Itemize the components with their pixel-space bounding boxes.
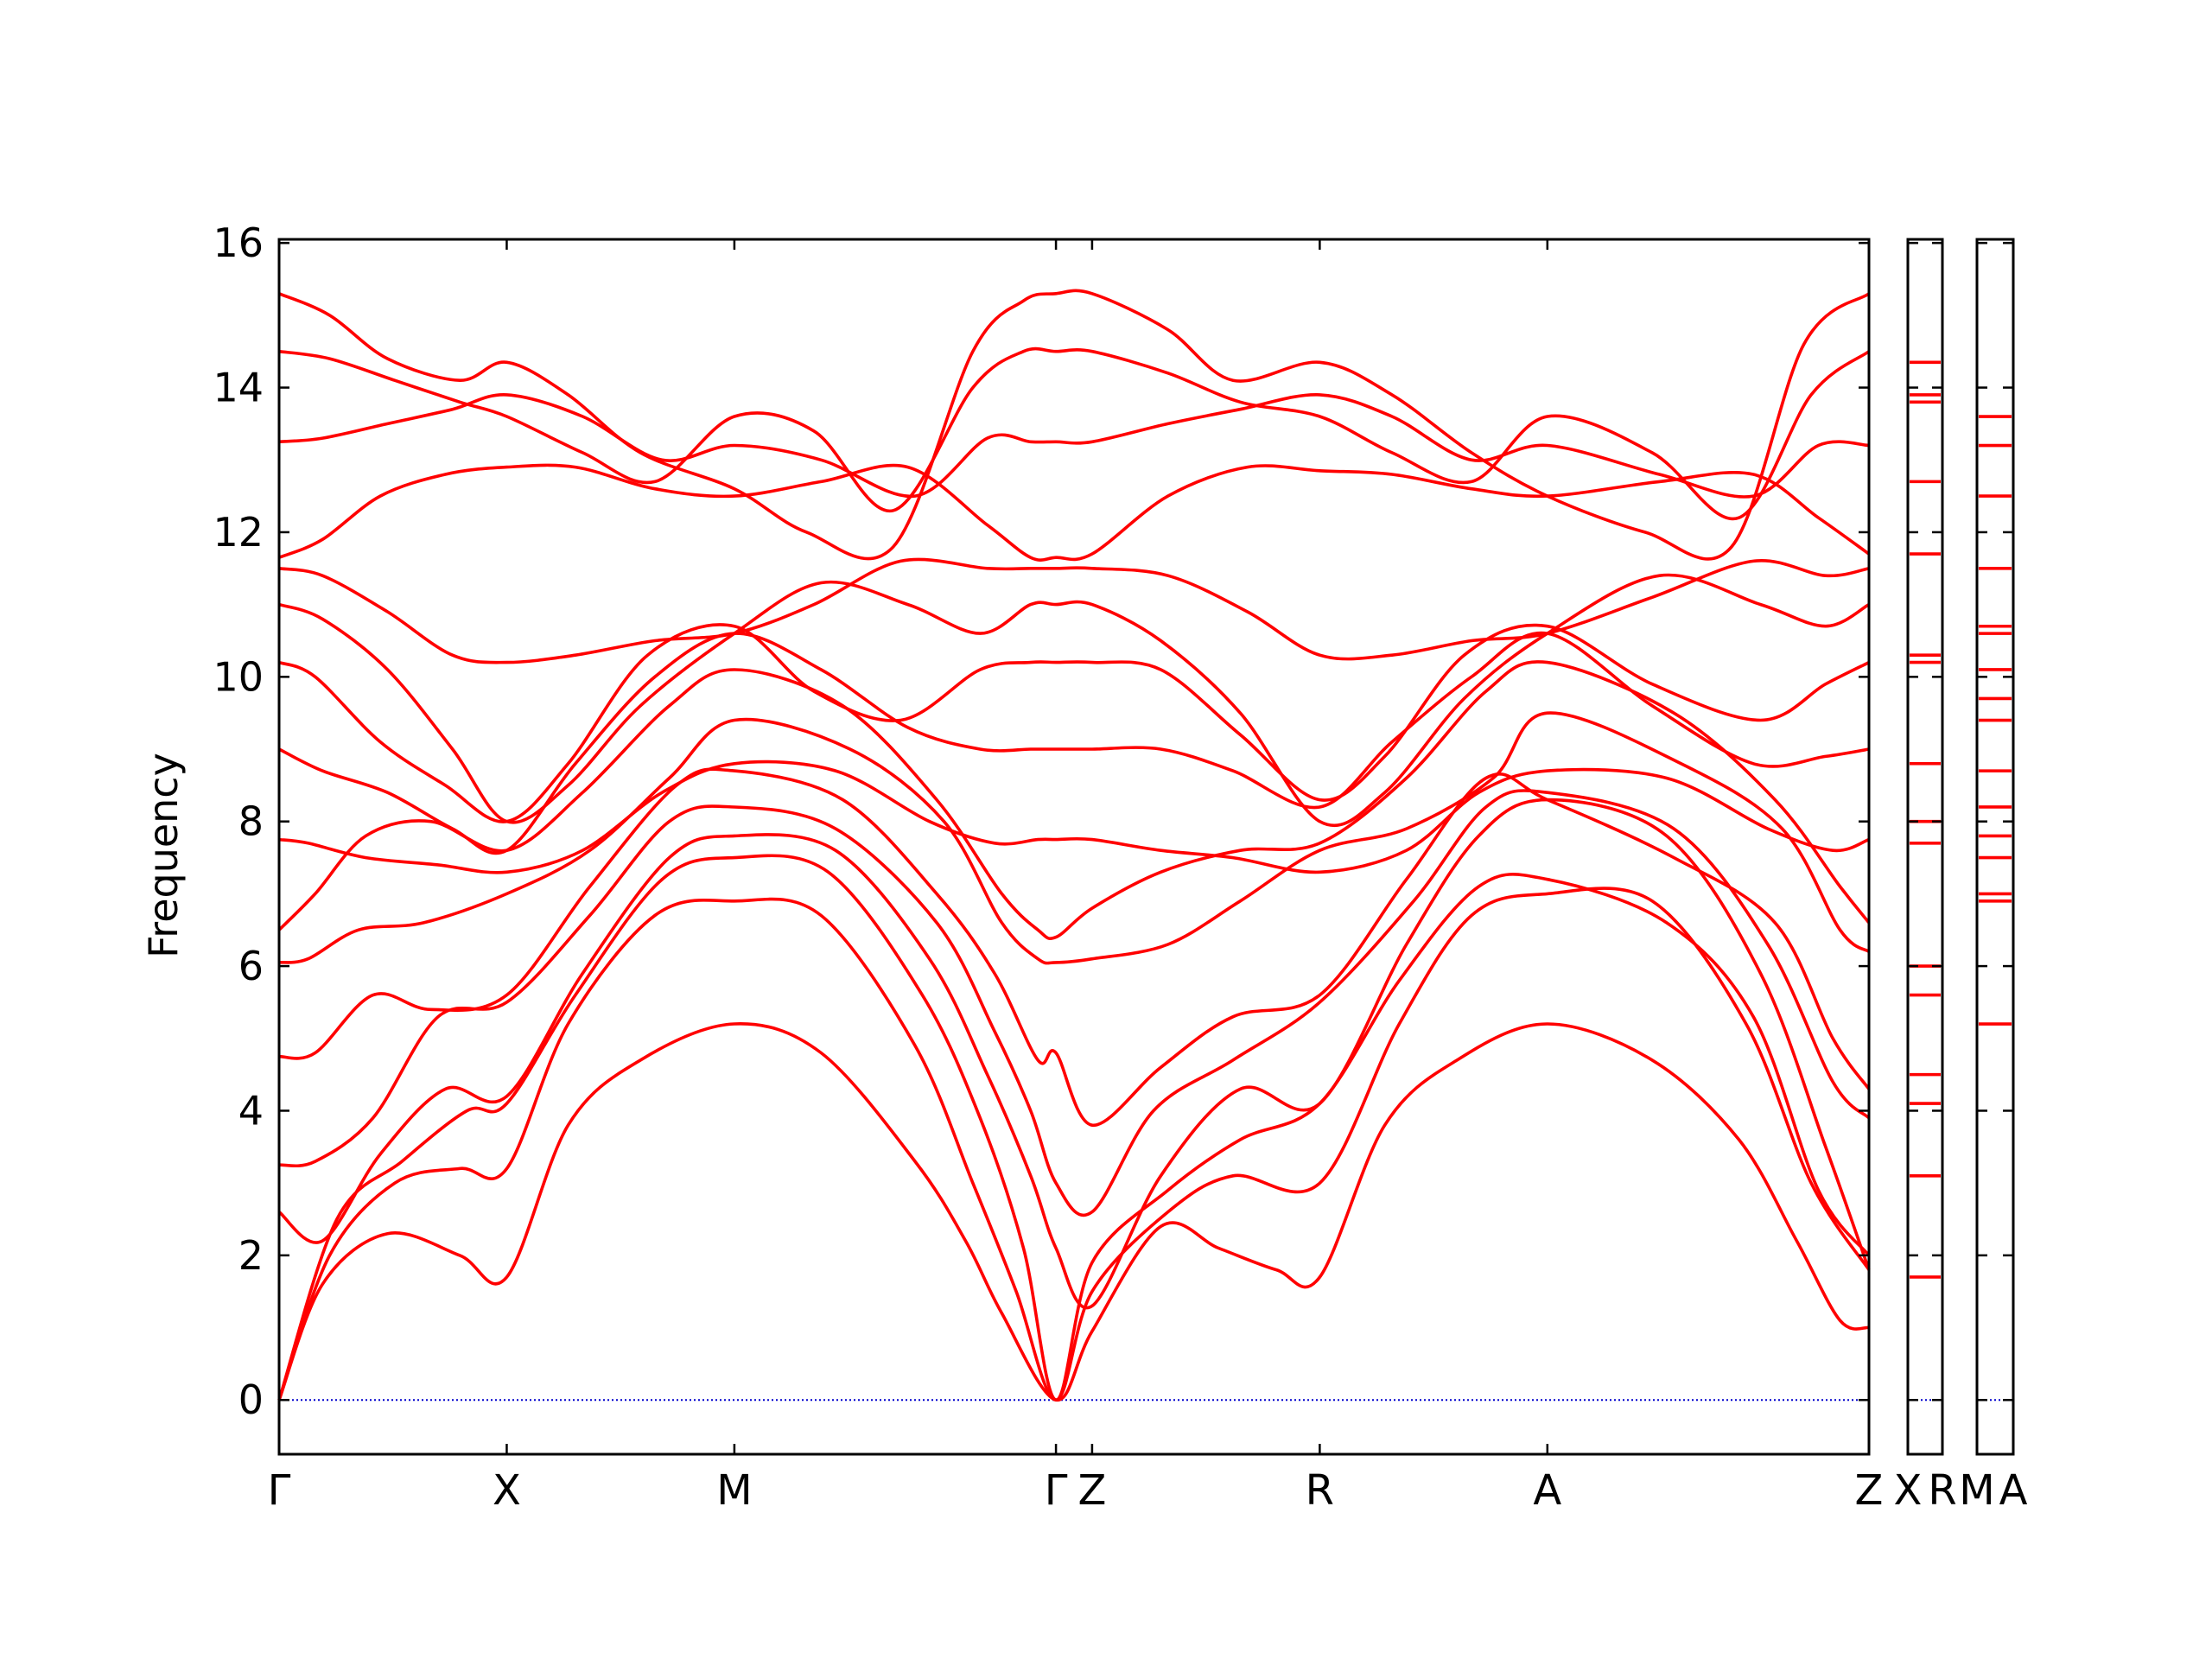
y-tick-label: 12: [213, 509, 264, 556]
band-line-17: [278, 289, 1871, 561]
band-line-1: [277, 1022, 1870, 1402]
y-tick-label: 2: [238, 1232, 264, 1279]
x-tick-label: X: [493, 1466, 521, 1515]
y-tick-label: 16: [213, 219, 264, 266]
y-tick-label: 10: [213, 653, 264, 700]
y-tick-label: 4: [238, 1087, 264, 1134]
band-line-11: [278, 623, 1870, 823]
y-tick-label: 6: [238, 943, 264, 989]
band-line-10: [278, 631, 1870, 855]
band-line-15: [278, 393, 1870, 499]
band-line-12: [278, 573, 1870, 828]
band-line-16: [278, 346, 1871, 521]
axes-frame: [1906, 238, 1944, 1456]
band-line-8: [277, 660, 1871, 941]
x-tick-label: Γ: [1045, 1466, 1068, 1515]
x-tick-label: Γ: [268, 1466, 291, 1515]
band-line-9: [278, 760, 1870, 874]
y-tick-label: 0: [238, 1376, 264, 1423]
x-tick-label: M: [1959, 1466, 1994, 1515]
x-tick-label: Z: [1855, 1466, 1884, 1515]
x-tick-label: R: [1306, 1466, 1334, 1515]
x-tick-label: M: [716, 1466, 752, 1515]
y-tick-label: 14: [213, 365, 264, 411]
axes-frame: [277, 238, 1871, 1456]
x-tick-label: A: [1533, 1466, 1561, 1515]
band-line-14: [278, 463, 1871, 562]
x-tick-label: A: [1999, 1466, 2028, 1515]
band-line-7: [278, 711, 1871, 965]
band-line-3: [277, 854, 1871, 1402]
band-line-5: [278, 789, 1871, 1217]
axes-frame: [1975, 238, 2015, 1456]
band-line-4: [277, 798, 1871, 1310]
x-tick-label: R: [1928, 1466, 1956, 1515]
band-line-13: [278, 557, 1870, 664]
x-tick-label: Z: [1077, 1466, 1106, 1515]
y-tick-label: 8: [238, 798, 264, 845]
y-axis-label: Frequency: [140, 753, 187, 958]
x-tick-label: X: [1894, 1466, 1923, 1515]
band-line-6: [278, 767, 1871, 1128]
